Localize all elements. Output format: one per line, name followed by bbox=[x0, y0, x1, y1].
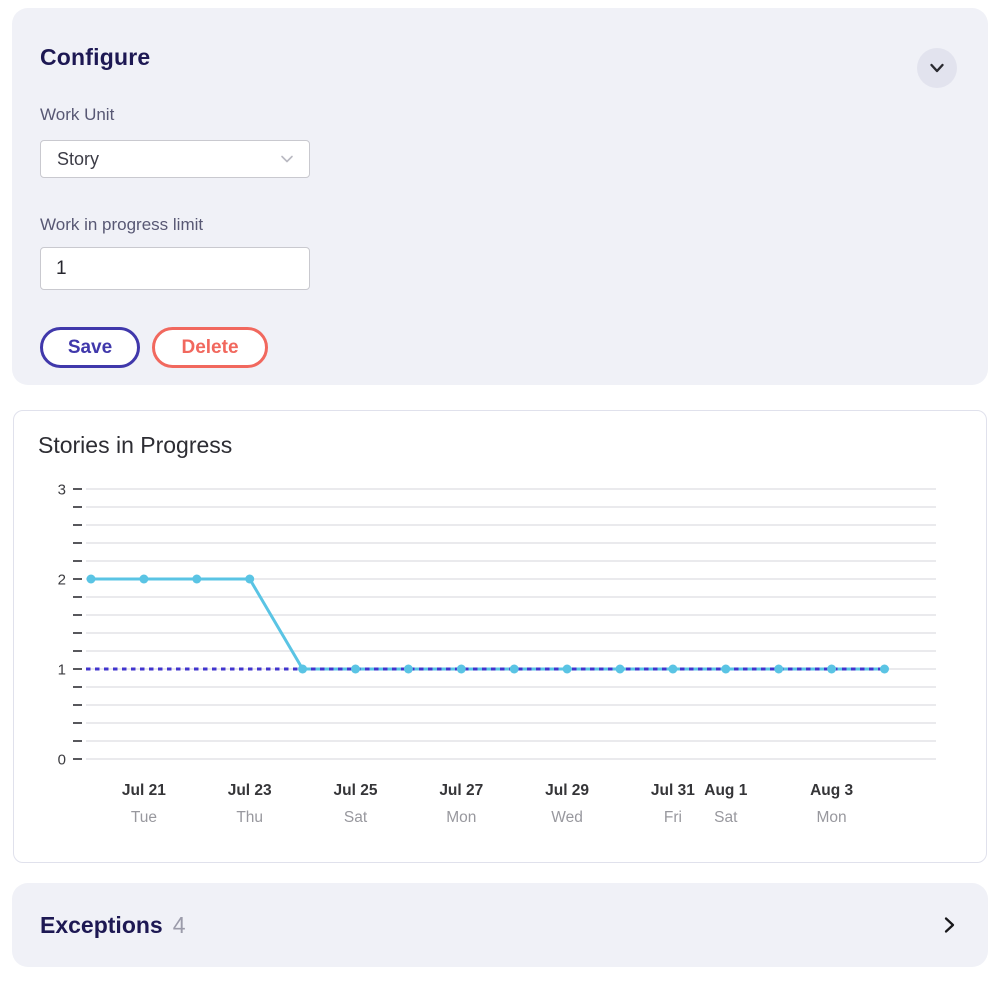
configure-actions: Save Delete bbox=[40, 327, 268, 368]
x-axis-date-label: Jul 31 bbox=[651, 782, 695, 799]
work-unit-select[interactable]: Story bbox=[40, 140, 310, 178]
data-point bbox=[351, 664, 360, 674]
x-axis-day-label: Sat bbox=[714, 809, 738, 826]
data-point bbox=[721, 664, 731, 674]
y-axis-label: 1 bbox=[58, 662, 66, 679]
data-point bbox=[668, 664, 678, 674]
select-chevron-down-icon bbox=[279, 151, 295, 167]
data-point bbox=[615, 664, 625, 674]
data-point bbox=[298, 664, 308, 674]
y-axis-label: 2 bbox=[58, 572, 66, 589]
data-point bbox=[827, 664, 837, 674]
data-point bbox=[509, 664, 519, 674]
data-point bbox=[403, 664, 413, 674]
expand-exceptions-button[interactable] bbox=[940, 916, 958, 934]
data-point bbox=[192, 574, 202, 584]
data-point bbox=[139, 574, 149, 584]
work-unit-label: Work Unit bbox=[40, 105, 115, 124]
x-axis-day-label: Mon bbox=[817, 809, 847, 826]
stories-chart-svg: 0 1 2 3 Jul 21 Tue Jul 23 Thu Jul 25 Sat Jul 27 Mon… bbox=[58, 482, 936, 826]
work-unit-selected-value: Story bbox=[57, 148, 100, 169]
chevron-down-icon bbox=[928, 59, 946, 77]
wip-limit-input[interactable] bbox=[40, 247, 310, 290]
x-axis-day-label: Mon bbox=[446, 809, 476, 826]
x-axis-date-label: Jul 25 bbox=[334, 782, 378, 799]
collapse-panel-button[interactable] bbox=[917, 48, 957, 88]
data-point bbox=[880, 664, 889, 674]
configure-title: Configure bbox=[40, 44, 151, 70]
y-axis-label: 0 bbox=[58, 752, 66, 769]
data-point bbox=[456, 664, 466, 674]
series-line bbox=[89, 577, 886, 671]
chevron-right-icon bbox=[940, 916, 958, 934]
data-point bbox=[245, 574, 255, 584]
x-axis-day-label: Tue bbox=[131, 809, 157, 826]
exceptions-count-badge: 4 bbox=[172, 911, 186, 938]
x-axis-date-label: Jul 29 bbox=[545, 782, 589, 799]
y-axis-label: 3 bbox=[58, 482, 66, 499]
x-axis-date-label: Aug 3 bbox=[810, 782, 853, 799]
chart-title: Stories in Progress bbox=[38, 432, 233, 458]
data-point bbox=[86, 574, 96, 584]
x-axis-date-label: Jul 23 bbox=[228, 782, 272, 799]
exceptions-title: Exceptions bbox=[40, 911, 163, 938]
wip-limit-label: Work in progress limit bbox=[40, 215, 204, 234]
x-axis-day-label: Fri bbox=[664, 809, 682, 826]
x-axis-day-label: Thu bbox=[236, 809, 263, 826]
x-axis-date-label: Jul 21 bbox=[122, 782, 166, 799]
x-axis-day-label: Sat bbox=[344, 809, 368, 826]
configure-panel: Configure Work Unit Story Work in progre… bbox=[12, 8, 988, 385]
x-axis-date-label: Jul 27 bbox=[439, 782, 483, 799]
exceptions-panel[interactable]: Exceptions 4 bbox=[12, 883, 988, 967]
stories-in-progress-panel: Stories in Progress 0 1 2 3 Jul 21 Tue Jul 23 T… bbox=[13, 410, 987, 863]
data-point bbox=[562, 664, 572, 674]
x-axis-date-label: Aug 1 bbox=[704, 782, 747, 799]
save-button[interactable]: Save bbox=[40, 327, 140, 368]
x-axis-day-label: Wed bbox=[551, 809, 583, 826]
delete-button[interactable]: Delete bbox=[152, 327, 268, 368]
data-point bbox=[774, 664, 784, 674]
